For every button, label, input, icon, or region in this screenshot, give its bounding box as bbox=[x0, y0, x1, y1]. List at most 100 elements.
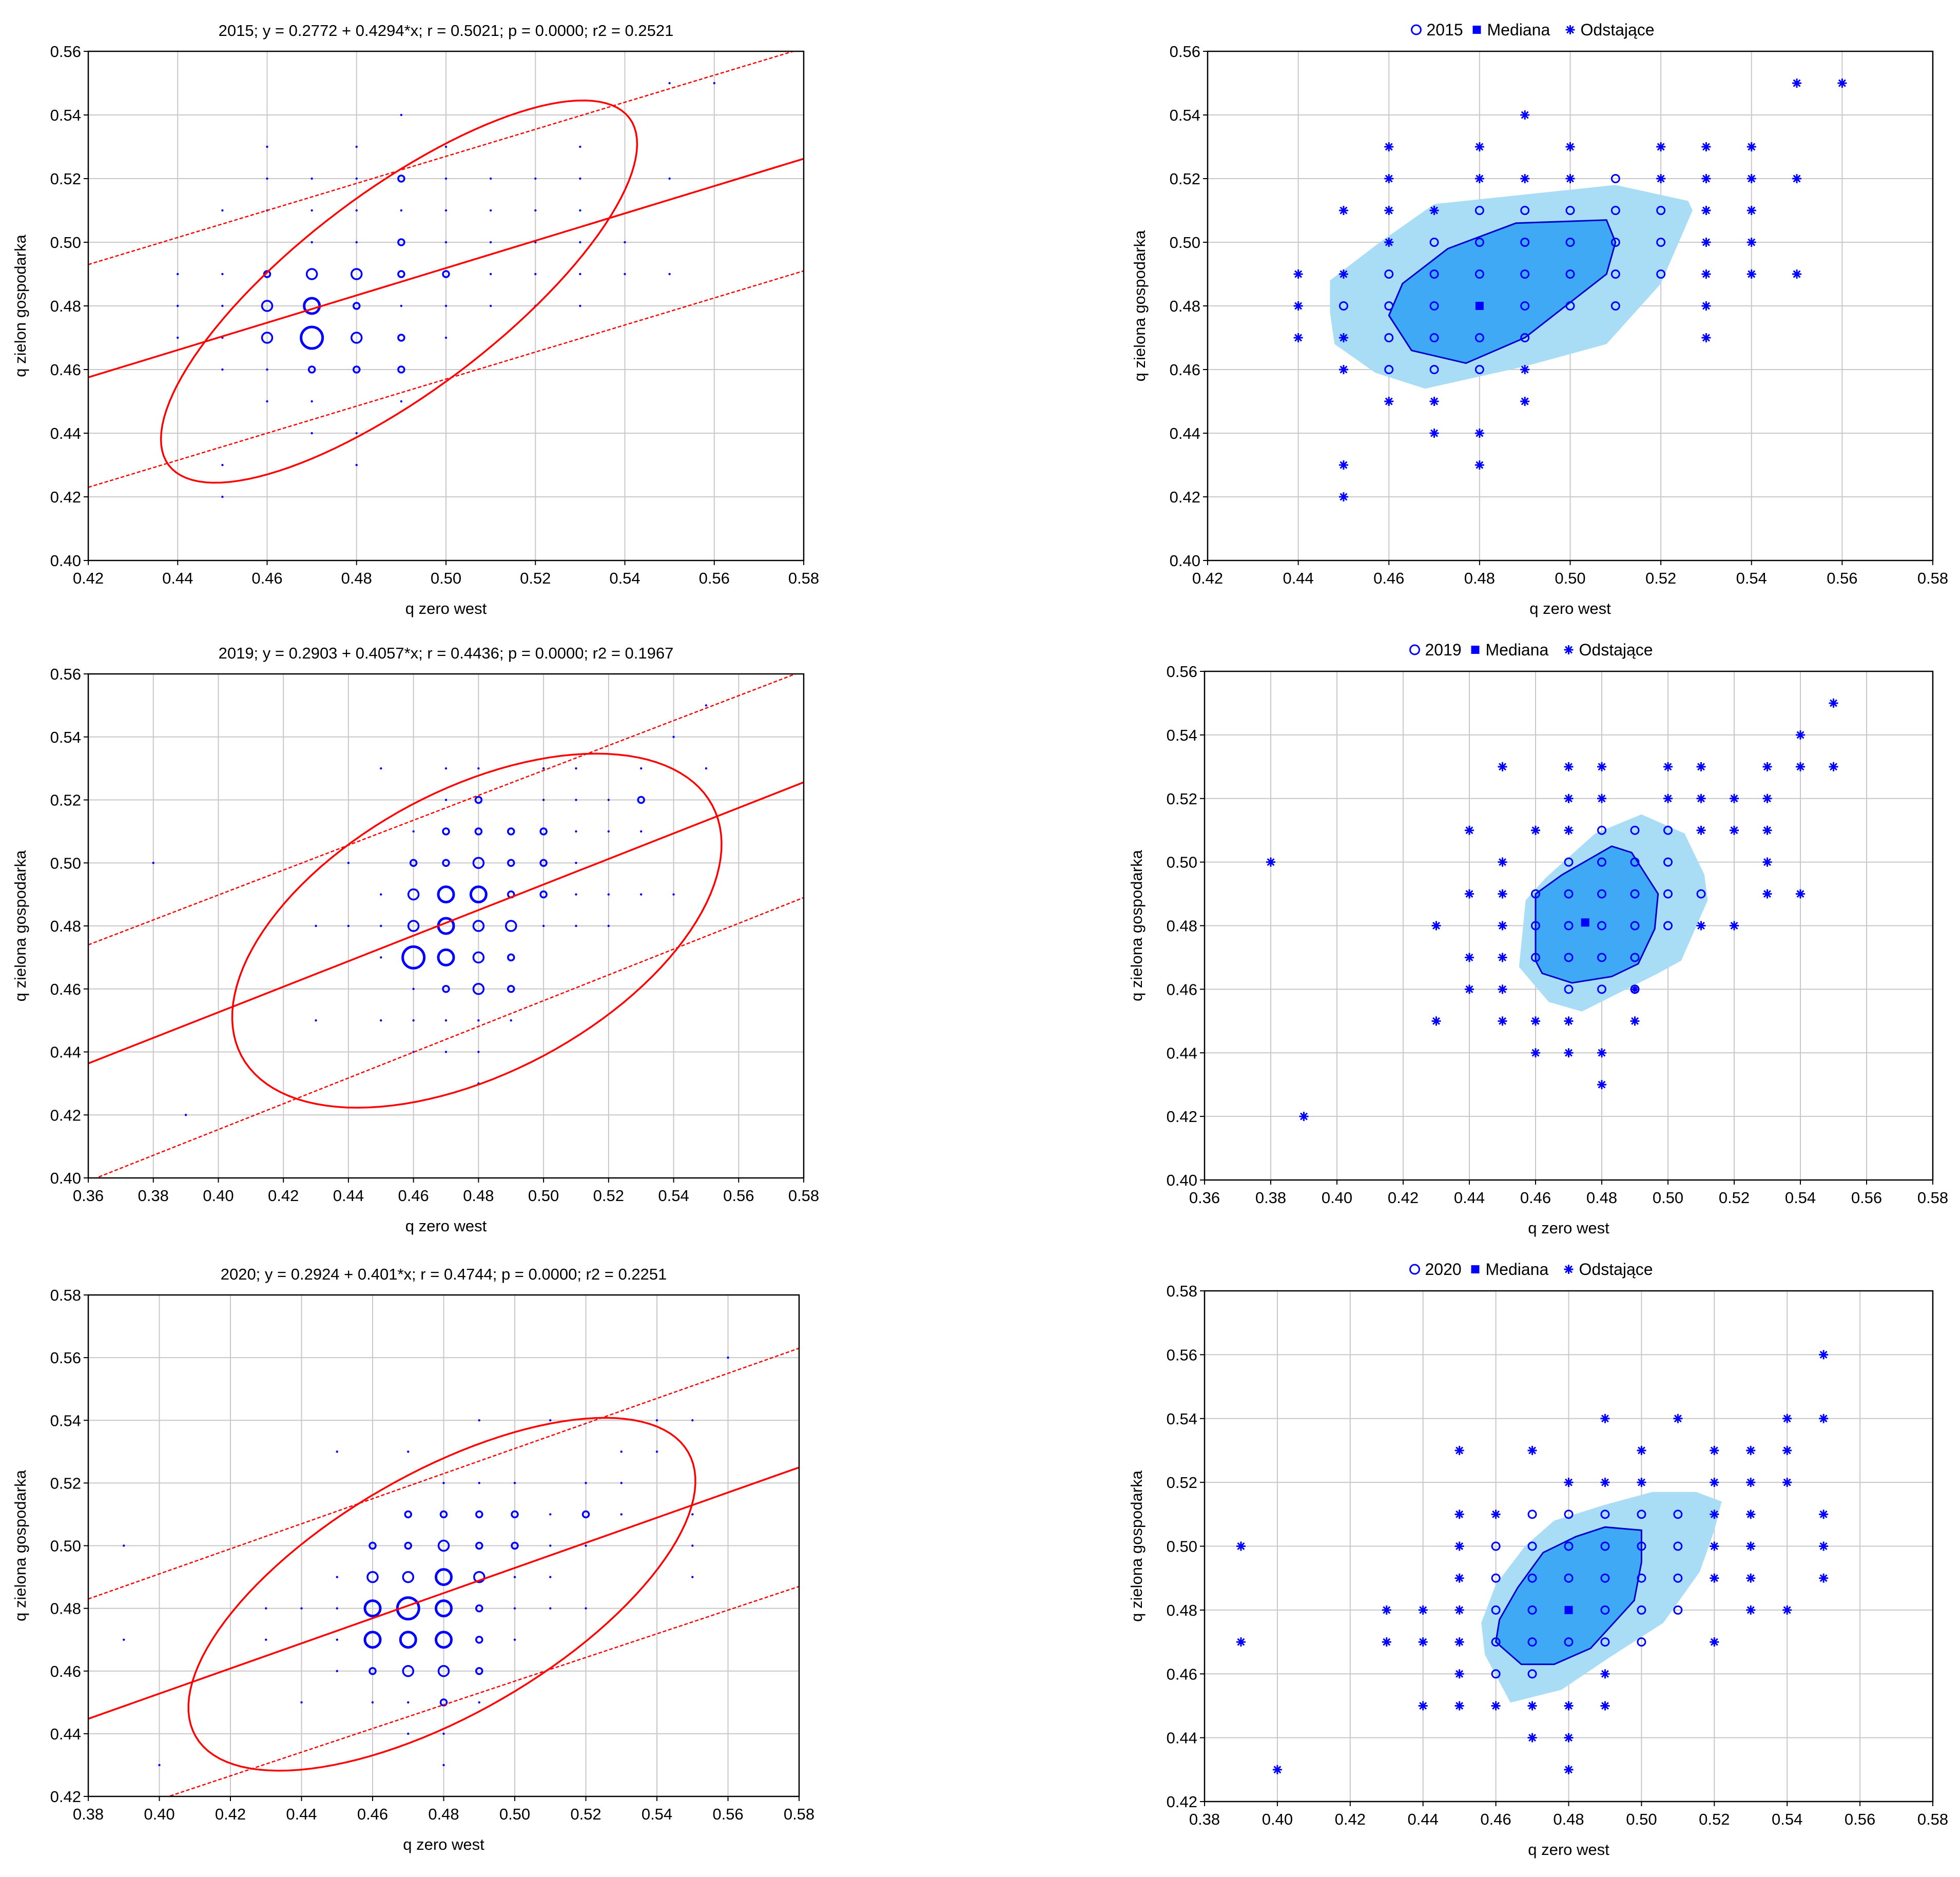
outlier-stroke bbox=[1465, 890, 1473, 898]
inlier-point bbox=[1527, 1669, 1537, 1679]
outlier-point bbox=[1338, 365, 1348, 374]
outlier-stroke bbox=[1531, 826, 1540, 835]
inlier-point bbox=[1637, 1605, 1646, 1615]
y-tick-label: 0.42 bbox=[1170, 488, 1200, 506]
chart-panel-4: 2019 Mediana Odstające 0.36 0.38 0.40 0.42 0.44… bbox=[1128, 641, 1948, 1237]
regression-line bbox=[88, 158, 804, 378]
inner-hull-bag bbox=[1388, 219, 1617, 364]
inlier-point bbox=[1630, 857, 1640, 867]
inlier-point bbox=[1565, 206, 1575, 215]
inlier-point bbox=[1491, 1573, 1501, 1583]
outlier-point bbox=[1637, 1478, 1646, 1487]
data-point bbox=[549, 1544, 552, 1547]
outlier-point bbox=[1701, 269, 1711, 279]
data-point bbox=[437, 885, 455, 904]
y-tick-label: 0.40 bbox=[1167, 1171, 1197, 1189]
data-point bbox=[607, 924, 610, 927]
outlier-point bbox=[1564, 1048, 1574, 1058]
inlier-point bbox=[1663, 857, 1673, 867]
x-tick-label: 0.42 bbox=[1388, 1189, 1419, 1207]
x-tick-label: 0.48 bbox=[1553, 1810, 1584, 1828]
data-point bbox=[397, 175, 405, 183]
y-tick-label: 0.54 bbox=[1167, 726, 1197, 744]
outlier-stroke bbox=[1702, 206, 1710, 215]
legend-median-marker bbox=[1472, 26, 1481, 34]
data-point bbox=[691, 1544, 694, 1547]
outlier-stroke bbox=[1294, 334, 1303, 342]
outlier-stroke bbox=[1702, 270, 1710, 278]
data-point bbox=[478, 1419, 480, 1422]
outlier-stroke bbox=[1383, 1638, 1391, 1646]
x-tick-label: 0.46 bbox=[251, 569, 282, 587]
data-point bbox=[437, 1665, 450, 1677]
outlier-stroke bbox=[1565, 763, 1573, 771]
data-point bbox=[380, 893, 382, 896]
outlier-point bbox=[1762, 825, 1772, 835]
data-point bbox=[355, 432, 358, 435]
x-tick-label: 0.38 bbox=[1255, 1189, 1286, 1207]
outlier-stroke bbox=[1456, 1670, 1464, 1678]
outlier-stroke bbox=[1430, 429, 1439, 437]
y-tick-label: 0.44 bbox=[50, 424, 81, 442]
data-point bbox=[585, 1607, 587, 1610]
outlier-point bbox=[1454, 1605, 1464, 1615]
y-tick-label: 0.48 bbox=[1170, 297, 1200, 315]
inlier-point bbox=[1565, 238, 1575, 247]
inlier-point bbox=[1564, 984, 1574, 994]
outlier-stroke bbox=[1702, 238, 1710, 246]
outlier-point bbox=[1498, 953, 1507, 962]
outlier-point bbox=[1338, 206, 1348, 215]
legend-outlier-label: Odstające bbox=[1579, 641, 1653, 659]
inlier-point bbox=[1663, 889, 1673, 899]
data-point bbox=[579, 241, 581, 244]
outlier-stroke bbox=[1385, 238, 1393, 246]
outlier-point bbox=[1384, 397, 1394, 406]
inlier-point bbox=[1637, 1637, 1646, 1647]
data-point bbox=[366, 1571, 379, 1583]
data-point bbox=[534, 209, 537, 212]
outlier-point bbox=[1498, 889, 1507, 899]
lower-confidence-line bbox=[94, 897, 804, 1178]
data-point bbox=[639, 893, 643, 896]
data-point bbox=[353, 302, 361, 310]
x-tick-label: 0.40 bbox=[1322, 1189, 1352, 1207]
data-point bbox=[404, 1541, 412, 1550]
outlier-stroke bbox=[1499, 763, 1506, 771]
inlier-point bbox=[1491, 1669, 1501, 1679]
y-tick-label: 0.42 bbox=[1167, 1793, 1197, 1811]
outlier-point bbox=[1491, 1701, 1501, 1711]
data-point bbox=[368, 1667, 377, 1675]
legend-series-label: 2019 bbox=[1425, 641, 1462, 659]
inlier-point bbox=[1429, 269, 1439, 279]
data-point bbox=[397, 238, 405, 246]
outlier-stroke bbox=[1830, 763, 1837, 771]
y-tick-label: 0.48 bbox=[1167, 1601, 1197, 1619]
data-point bbox=[639, 767, 643, 770]
outlier-point bbox=[1597, 762, 1606, 771]
y-tick-label: 0.50 bbox=[1170, 234, 1200, 251]
outlier-stroke bbox=[1419, 1606, 1427, 1614]
plot-area bbox=[1293, 79, 1847, 501]
data-point bbox=[510, 1019, 512, 1022]
data-point bbox=[261, 332, 274, 344]
y-axis-label: q zielona gospodarka bbox=[1128, 1470, 1146, 1621]
outlier-point bbox=[1597, 794, 1606, 803]
data-point bbox=[221, 368, 224, 371]
data-point bbox=[705, 704, 708, 707]
outlier-stroke bbox=[1340, 206, 1348, 215]
outlier-stroke bbox=[1237, 1542, 1245, 1550]
outlier-stroke bbox=[1385, 397, 1393, 405]
outlier-stroke bbox=[1565, 1766, 1573, 1774]
data-point bbox=[261, 300, 274, 312]
outlier-point bbox=[1730, 794, 1739, 803]
data-point bbox=[400, 304, 403, 307]
outlier-stroke bbox=[1456, 1446, 1464, 1455]
data-point bbox=[368, 1541, 377, 1550]
x-tick-label: 0.44 bbox=[286, 1805, 317, 1823]
data-point bbox=[477, 1051, 480, 1053]
inlier-point bbox=[1491, 1541, 1501, 1551]
outlier-stroke bbox=[1340, 493, 1348, 501]
outlier-stroke bbox=[1565, 1049, 1573, 1057]
data-point bbox=[177, 273, 179, 276]
data-point bbox=[336, 1576, 338, 1578]
